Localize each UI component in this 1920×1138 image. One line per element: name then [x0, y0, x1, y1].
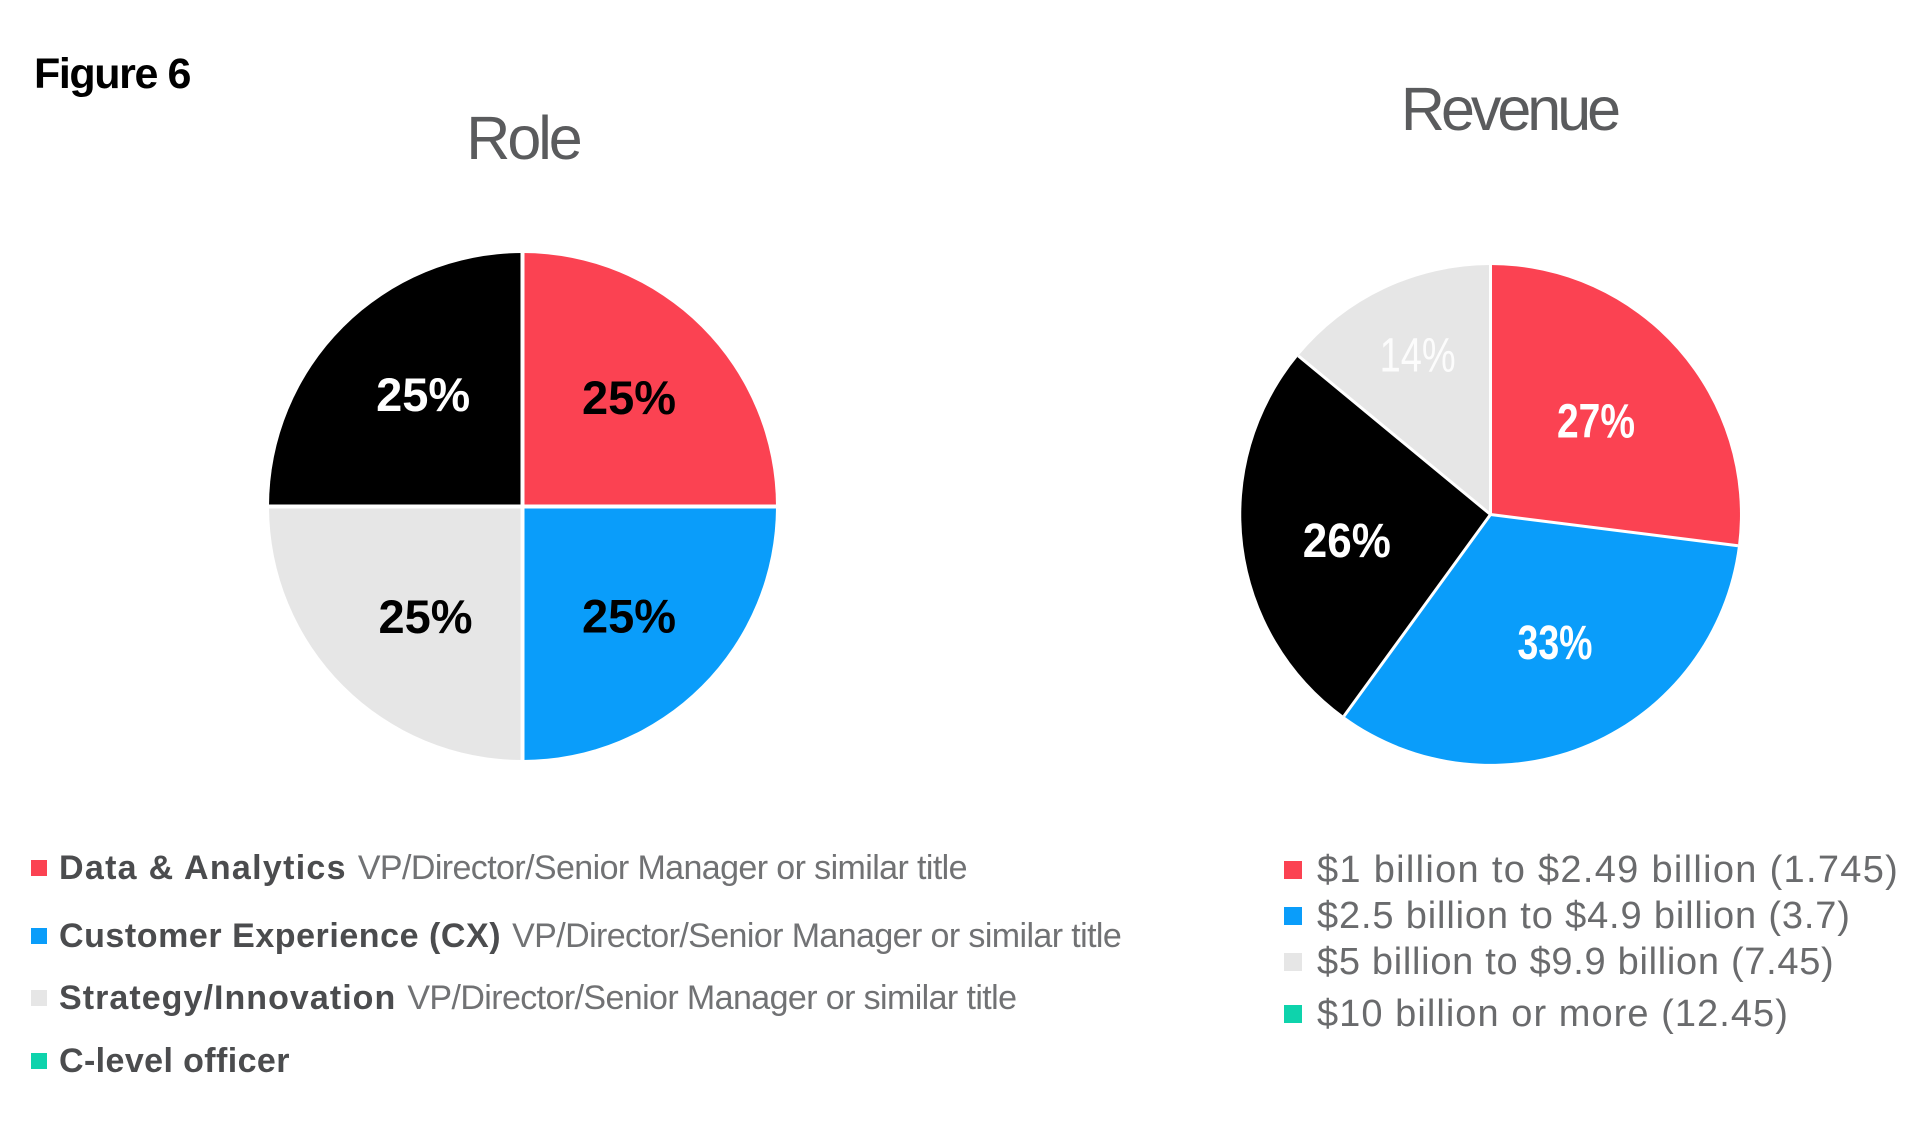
svg-text:25%: 25% — [376, 368, 470, 421]
svg-text:27%: 27% — [1557, 396, 1635, 449]
svg-text:26%: 26% — [1303, 515, 1391, 568]
svg-text:25%: 25% — [378, 590, 472, 643]
svg-text:25%: 25% — [582, 590, 676, 643]
svg-text:33%: 33% — [1518, 617, 1593, 670]
svg-text:14%: 14% — [1380, 330, 1456, 383]
svg-text:25%: 25% — [582, 371, 676, 424]
